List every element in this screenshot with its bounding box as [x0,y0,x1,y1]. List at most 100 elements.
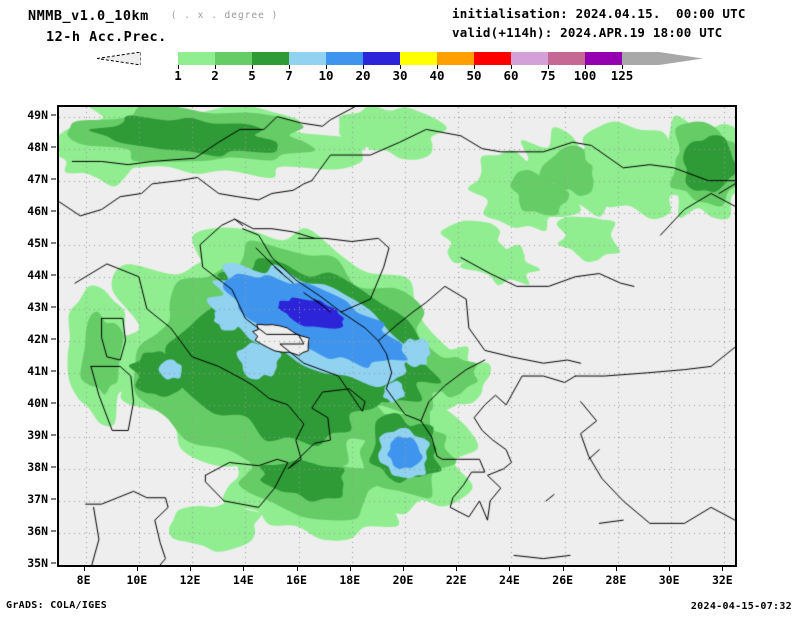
lon-tick [296,566,298,571]
colorbar-label-40: 40 [429,68,445,83]
colorbar: 1 2 5 7 10 20 30 40 50 60 75 100 125 [97,52,703,83]
colorbar-label-1: 1 [174,68,182,83]
lon-label-8E: 8E [76,573,91,587]
lon-tick [669,566,671,571]
colorbar-tick [252,65,253,69]
colorbar-label-125: 125 [610,68,634,83]
lon-tick [136,566,138,571]
lat-label-44N: 44N [27,267,48,282]
colorbar-tick [437,65,438,69]
footer-timestamp: 2024-04-15-07:32 [690,601,792,612]
lat-tick [51,210,56,212]
grid-resolution-note: ( . x . degree ) [170,10,279,21]
colorbar-band-1 [178,52,215,65]
lat-tick [51,434,56,436]
colorbar-band-6 [363,52,400,65]
lat-label-46N: 46N [27,203,48,218]
lon-label-16E: 16E [286,573,307,587]
colorbar-band-4 [289,52,326,65]
lat-tick [51,370,56,372]
colorbar-label-75: 75 [540,68,556,83]
lon-tick [509,566,511,571]
colorbar-tick [622,65,623,69]
colorbar-over-arrow [659,52,703,65]
initialisation-time: initialisation: 2024.04.15. 00:00 UTC [452,6,746,21]
colorbar-tick [474,65,475,69]
lat-label-35N: 35N [27,556,48,570]
colorbar-label-7: 7 [285,68,293,83]
colorbar-tick [548,65,549,69]
colorbar-label-5: 5 [248,68,256,83]
lat-tick [51,146,56,148]
colorbar-tick [215,65,216,69]
colorbar-label-10: 10 [318,68,334,83]
colorbar-tick [511,65,512,69]
header-right-block: initialisation: 2024.04.15. 00:00 UTC va… [452,6,746,44]
lat-tick [51,306,56,308]
lat-tick [51,274,56,276]
colorbar-tick [363,65,364,69]
lat-tick [51,530,56,532]
lon-label-14E: 14E [232,573,254,587]
colorbar-band-12 [585,52,622,65]
lon-label-10E: 10E [126,573,148,587]
colorbar-segments [97,52,703,65]
lat-label-49N: 49N [27,107,48,122]
colorbar-label-2: 2 [211,68,219,83]
model-title-row: NMMB_v1.0_10km ( . x . degree ) [28,5,278,24]
lon-tick [349,566,351,571]
colorbar-label-60: 60 [503,68,519,83]
lon-tick [615,566,617,571]
lat-label-41N: 41N [27,363,48,378]
lon-label-12E: 12E [179,573,201,587]
field-name: 12-h Acc.Prec. [46,29,167,45]
colorbar-tick [326,65,327,69]
lon-tick [402,566,404,571]
colorbar-label-20: 20 [355,68,371,83]
lat-label-39N: 39N [27,427,48,442]
lon-label-20E: 20E [392,573,414,587]
header-left-block: NMMB_v1.0_10km ( . x . degree ) 12-h Acc.… [28,5,278,45]
colorbar-tick [585,65,586,69]
lat-tick [51,402,56,404]
lon-label-28E: 28E [605,573,627,587]
lat-tick [51,114,56,116]
lat-tick [51,338,56,340]
colorbar-band-10 [511,52,548,65]
lat-label-48N: 48N [27,139,48,154]
colorbar-band-3 [252,52,289,65]
lat-label-47N: 47N [27,171,48,186]
lon-label-32E: 32E [711,573,733,587]
footer-credit: GrADS: COLA/IGES [6,600,108,611]
lon-tick [243,566,245,571]
colorbar-band-11 [548,52,585,65]
colorbar-tick [178,65,179,69]
precipitation-map [57,105,737,567]
colorbar-label-30: 30 [392,68,408,83]
lon-tick [562,566,564,571]
valid-time: valid(+114h): 2024.APR.19 18:00 UTC [452,25,723,40]
lon-label-18E: 18E [339,573,361,587]
colorbar-band-13 [622,52,659,65]
lat-tick [51,498,56,500]
colorbar-band-8 [437,52,474,65]
lat-tick [51,466,56,468]
colorbar-band-9 [474,52,511,65]
lon-label-30E: 30E [658,573,680,587]
lat-label-40N: 40N [27,395,48,410]
colorbar-label-100: 100 [573,68,597,83]
lon-tick [722,566,724,571]
colorbar-label-50: 50 [466,68,482,83]
lon-tick [456,566,458,571]
lon-tick [190,566,192,571]
lon-label-24E: 24E [499,573,520,587]
colorbar-band-7 [400,52,437,65]
colorbar-tick [289,65,290,69]
lat-label-42N: 42N [27,331,48,346]
colorbar-ticks: 1 2 5 7 10 20 30 40 50 60 75 100 125 [97,65,703,83]
lat-label-38N: 38N [27,459,48,474]
model-name: NMMB_v1.0_10km [28,8,149,24]
colorbar-band-0 [141,52,178,65]
precipitation-field [59,107,735,565]
colorbar-band-5 [326,52,363,65]
